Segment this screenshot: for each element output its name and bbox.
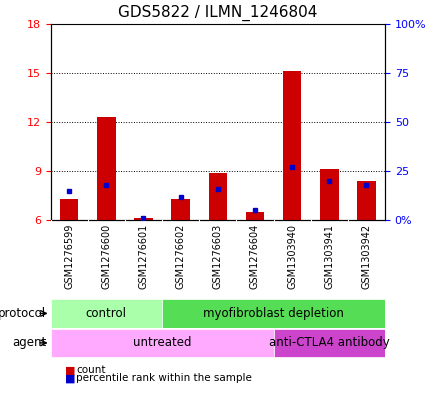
Bar bbox=[97, 117, 116, 220]
Text: percentile rank within the sample: percentile rank within the sample bbox=[76, 373, 252, 383]
Text: GSM1303942: GSM1303942 bbox=[361, 224, 371, 289]
Bar bbox=[171, 199, 190, 220]
Bar bbox=[162, 299, 385, 328]
Text: anti-CTLA4 antibody: anti-CTLA4 antibody bbox=[269, 336, 390, 349]
Text: GSM1276604: GSM1276604 bbox=[250, 224, 260, 289]
Text: ■: ■ bbox=[65, 373, 76, 383]
Bar bbox=[274, 329, 385, 357]
Text: count: count bbox=[76, 365, 106, 375]
Text: ■: ■ bbox=[65, 365, 76, 375]
Bar bbox=[134, 219, 153, 220]
Text: myofibroblast depletion: myofibroblast depletion bbox=[203, 307, 344, 320]
Text: GSM1276602: GSM1276602 bbox=[176, 224, 186, 289]
Text: GSM1276601: GSM1276601 bbox=[139, 224, 148, 289]
Text: GSM1276603: GSM1276603 bbox=[213, 224, 223, 289]
Bar bbox=[209, 173, 227, 220]
Text: protocol: protocol bbox=[0, 307, 46, 320]
Text: GSM1276600: GSM1276600 bbox=[101, 224, 111, 289]
Bar bbox=[357, 181, 376, 220]
Text: GSM1303941: GSM1303941 bbox=[324, 224, 334, 289]
Bar bbox=[320, 169, 338, 220]
Bar bbox=[51, 329, 274, 357]
Text: agent: agent bbox=[12, 336, 46, 349]
Text: control: control bbox=[86, 307, 127, 320]
Bar bbox=[51, 299, 162, 328]
Text: untreated: untreated bbox=[133, 336, 191, 349]
Bar bbox=[60, 199, 78, 220]
Bar bbox=[283, 71, 301, 220]
Text: GSM1303940: GSM1303940 bbox=[287, 224, 297, 289]
Bar bbox=[246, 212, 264, 220]
Text: GSM1276599: GSM1276599 bbox=[64, 224, 74, 289]
Title: GDS5822 / ILMN_1246804: GDS5822 / ILMN_1246804 bbox=[118, 5, 318, 21]
